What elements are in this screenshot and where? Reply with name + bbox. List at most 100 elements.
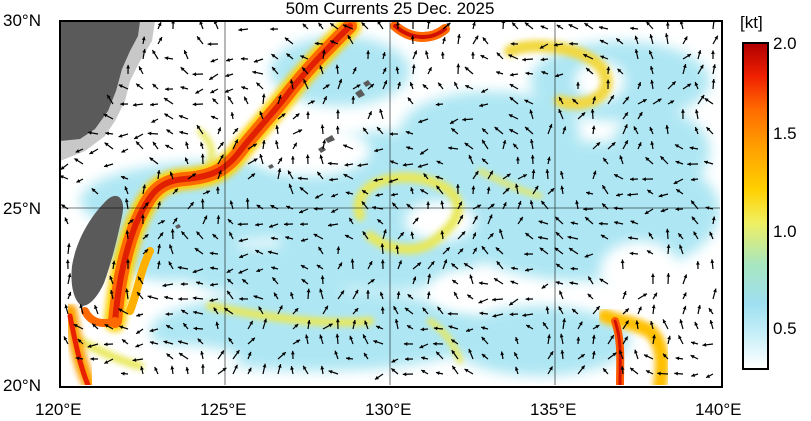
current-vector-head: [510, 280, 515, 285]
current-vector-head: [559, 290, 563, 295]
current-vector-head: [305, 154, 310, 159]
current-vector-head: [539, 247, 544, 252]
current-vector-head: [524, 22, 529, 27]
current-vector-head: [442, 37, 446, 42]
current-vector-head: [496, 71, 500, 75]
current-vector-head: [575, 200, 579, 205]
current-vector-head: [525, 233, 530, 237]
current-vector-head: [576, 81, 580, 86]
current-vector-head: [424, 50, 429, 55]
current-vector-head: [426, 21, 431, 24]
current-vector-head: [277, 95, 282, 99]
current-vector-head: [494, 278, 498, 282]
current-vector-head: [164, 56, 169, 61]
current-vector-head: [450, 120, 454, 124]
current-vector-head: [695, 109, 699, 114]
current-vector-head: [319, 65, 324, 70]
current-vector-head: [430, 261, 435, 266]
current-vector-head: [620, 366, 625, 370]
current-vector-head: [169, 244, 173, 249]
current-vector-head: [77, 339, 82, 343]
current-vector-head: [210, 58, 215, 63]
current-vector-head: [212, 98, 217, 103]
current-vector-head: [545, 169, 550, 173]
current-vector-head: [328, 323, 333, 328]
current-vector-head: [411, 64, 416, 69]
current-vector-head: [391, 359, 396, 363]
current-vector-head: [354, 308, 359, 312]
current-vector-head: [478, 281, 483, 286]
current-vector-head: [271, 266, 275, 270]
current-vector-head: [201, 364, 205, 368]
current-vector-head: [366, 290, 370, 294]
current-vector-head: [177, 265, 182, 270]
current-vector-head: [662, 319, 667, 324]
current-vector-head: [474, 35, 479, 40]
current-vector-head: [261, 93, 266, 98]
current-vector-head: [330, 23, 335, 27]
current-vector-head: [711, 216, 716, 221]
current-vector-head: [247, 351, 252, 356]
current-vector-head: [180, 67, 185, 71]
current-vector-head: [560, 349, 565, 354]
current-vector-head: [610, 95, 614, 100]
current-vector-head: [583, 207, 587, 211]
current-vector-head: [310, 100, 315, 104]
current-vector-head: [379, 291, 384, 296]
current-vector-head: [447, 311, 452, 316]
current-vector-head: [300, 265, 305, 269]
current-vector-head: [320, 365, 325, 370]
current-vector-head: [649, 34, 654, 39]
current-vector-head: [64, 217, 69, 222]
current-vector-head: [691, 200, 695, 205]
current-vector-head: [496, 261, 501, 266]
current-vector-head: [691, 373, 696, 377]
current-vector-head: [303, 79, 307, 84]
current-vector-head: [256, 204, 261, 209]
current-vector-head: [466, 328, 470, 332]
current-vector-head: [420, 189, 425, 193]
current-vector-head: [149, 157, 154, 162]
current-vector-head: [174, 188, 178, 193]
current-vector-head: [390, 160, 394, 164]
current-vector-head: [328, 370, 333, 374]
current-vector-head: [328, 223, 332, 227]
current-vector-head: [709, 231, 713, 236]
current-vector-head: [610, 335, 614, 339]
current-vector-head: [583, 54, 588, 58]
current-vector-head: [303, 365, 307, 370]
current-vector-head: [374, 148, 379, 153]
current-vector-head: [548, 124, 553, 128]
current-vector-head: [477, 204, 482, 209]
current-vector-head: [64, 304, 69, 309]
current-vector-head: [343, 144, 348, 148]
current-vector-head: [185, 141, 189, 146]
current-vector-head: [380, 243, 385, 248]
current-vector-head: [192, 269, 197, 274]
current-vector-head: [135, 343, 140, 348]
current-vector-head: [525, 71, 530, 76]
current-vector-head: [406, 204, 411, 208]
current-vector-head: [464, 142, 469, 147]
current-vector-head: [427, 273, 432, 278]
current-vector-head: [136, 141, 140, 146]
current-vector-head: [643, 293, 647, 297]
current-vector-head: [270, 27, 274, 31]
current-vector-head: [227, 290, 231, 295]
colorbar-label-1-5: 1.5: [773, 124, 797, 143]
current-vector-head: [212, 234, 217, 238]
current-vector-head: [649, 66, 654, 70]
current-vector-head: [705, 206, 710, 210]
current-vector-head: [687, 54, 691, 58]
current-vector-head: [299, 209, 304, 214]
current-vector-head: [550, 188, 555, 193]
current-vector-head: [624, 112, 628, 117]
current-vector-head: [704, 160, 708, 165]
current-vector-head: [275, 125, 280, 129]
current-vector-head: [183, 50, 188, 55]
current-vector-head: [295, 113, 300, 118]
current-vector-head: [137, 292, 141, 296]
current-vector-head: [300, 55, 305, 59]
current-vector-head: [569, 41, 573, 46]
current-vector-head: [251, 337, 255, 342]
